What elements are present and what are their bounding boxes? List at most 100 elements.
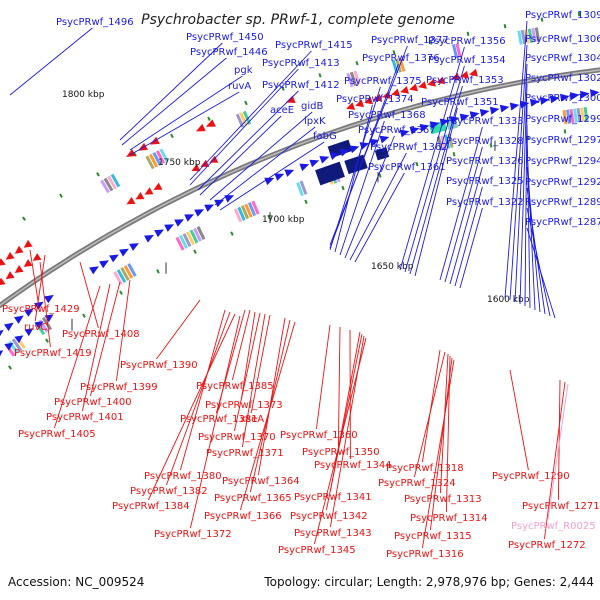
forward-leader-line [354,172,405,263]
reverse-leader-line [233,312,261,432]
forward-gene-label: PsycPRwf_1374 [336,94,414,105]
reverse-leader-line [156,299,201,360]
reverse-gene-arrow [391,88,400,97]
reverse-gene-label: PsycPRwf_1429 [2,304,80,315]
reverse-leader-line [115,279,131,382]
inner-marker [170,133,174,139]
forward-gene-arrow [144,234,154,243]
forward-gene-arrow [4,322,14,332]
forward-feature-box [447,133,454,148]
forward-feature-box [440,135,447,150]
outer-marker [489,143,493,148]
forward-feature-box [244,203,253,218]
reverse-leader-line [81,283,111,412]
forward-gene-arrow [379,135,390,144]
reverse-gene-label: PsycPRwf_1366 [204,511,282,522]
reverse-gene-arrow [0,277,6,285]
reverse-leader-line [325,333,363,511]
forward-leader-line [349,152,407,261]
forward-gene-arrow [4,342,14,351]
reverse-leader-line [421,359,455,549]
reverse-feature-box [517,30,523,45]
forward-feature-box [41,316,53,331]
outer-marker [230,231,234,236]
forward-leader-line [334,104,373,253]
reverse-leader-line [509,369,529,471]
outer-marker [341,185,345,191]
forward-gene-arrow [34,301,44,310]
forward-gene-arrow [349,145,360,154]
forward-gene-label: lpxK [304,116,326,127]
forward-gene-arrow [14,335,24,344]
forward-gene-arrow [299,163,310,172]
forward-gene-arrow [284,169,295,177]
forward-gene-arrow [580,90,590,99]
reverse-gene-label: PsycPRwf_1343 [294,528,372,539]
reverse-gene-arrow [355,99,364,108]
forward-gene-arrow [509,102,520,111]
reverse-gene-label: PsycPRwf_1345 [278,545,356,556]
forward-leader-line [219,141,325,211]
forward-gene-label: PsycPRwf_1375 [344,76,422,87]
forward-gene-arrow [174,219,184,227]
reverse-leader-line [53,285,101,429]
reverse-leader-line [239,321,296,511]
forward-gene-arrow [499,104,510,113]
forward-gene-arrow [274,173,285,181]
reverse-gene-arrow [427,78,436,87]
forward-feature-box [182,233,192,248]
reverse-gene-arrow [23,239,33,248]
reverse-leader-line [413,351,446,478]
reverse-gene-label: PsycPRwf_1401 [46,412,124,423]
reverse-leader-line [147,313,236,501]
forward-leader-line [504,20,528,299]
forward-feature-box [113,271,123,285]
reverse-feature-box [349,71,358,87]
forward-leader-line [339,120,385,256]
reverse-gene-arrow [436,76,445,85]
reverse-leader-line [231,309,251,381]
scale-label-1650: 1650 kbp [371,262,414,272]
forward-feature-box [565,109,572,124]
forward-feature-box [11,338,23,352]
forward-gene-label: PsycPRwf_1304 [525,53,600,64]
forward-gene-arrow [0,350,4,357]
reverse-gene-arrow [364,96,373,105]
backbone-highlight [0,69,600,307]
reverse-gene-arrow [418,81,427,89]
reverse-feature-box [391,59,399,74]
forward-leader-line [9,27,93,96]
forward-gene-label: PsycPRwf_1368 [348,110,426,121]
forward-gene-labels: PsycPRwf_1496 PsycPRwf_1450 PsycPRwf_1446p… [9,10,600,319]
forward-gene-label: gidB [301,101,323,112]
reverse-gene-label: PsycPRwf_1365 [214,493,292,504]
forward-leader-line [329,45,408,246]
forward-gene-arrow [99,260,109,269]
forward-feature-box [580,107,585,122]
forward-gene-arrow [214,199,225,208]
reverse-gene-label: PsycPRwf_1372 [154,529,232,540]
rna-leader-line [547,383,569,520]
reverse-gene-arrow [205,119,216,127]
forward-gene-arrow [109,254,119,263]
reverse-gene-label: PsycPRwf_1272 [508,540,586,551]
forward-leader-line [519,83,528,305]
forward-feature-box [240,205,250,220]
forward-feature-box [186,231,195,246]
forward-gene-label: pgk [234,65,253,76]
outer-marker [119,290,123,295]
forward-leader-line [449,166,483,285]
forward-gene-label: PsycPRwf_1353 [426,75,504,86]
forward-gene-arrow [369,138,380,147]
forward-gene-arrow [459,113,470,122]
forward-gene-arrow [204,204,215,212]
rna-gene-label: PsycPRwf_R0025 [511,521,596,532]
reverse-leader-line [79,261,99,329]
forward-leader-line [329,86,381,251]
reverse-feature-box [531,27,537,43]
reverse-leader-line [557,379,561,501]
reverse-gene-label: PsycPRwf_1400 [54,397,132,408]
forward-gene-arrow [194,209,205,217]
reverse-gene-label: PsycPRwf_1399 [80,382,158,393]
forward-gene-arrow [0,329,4,337]
